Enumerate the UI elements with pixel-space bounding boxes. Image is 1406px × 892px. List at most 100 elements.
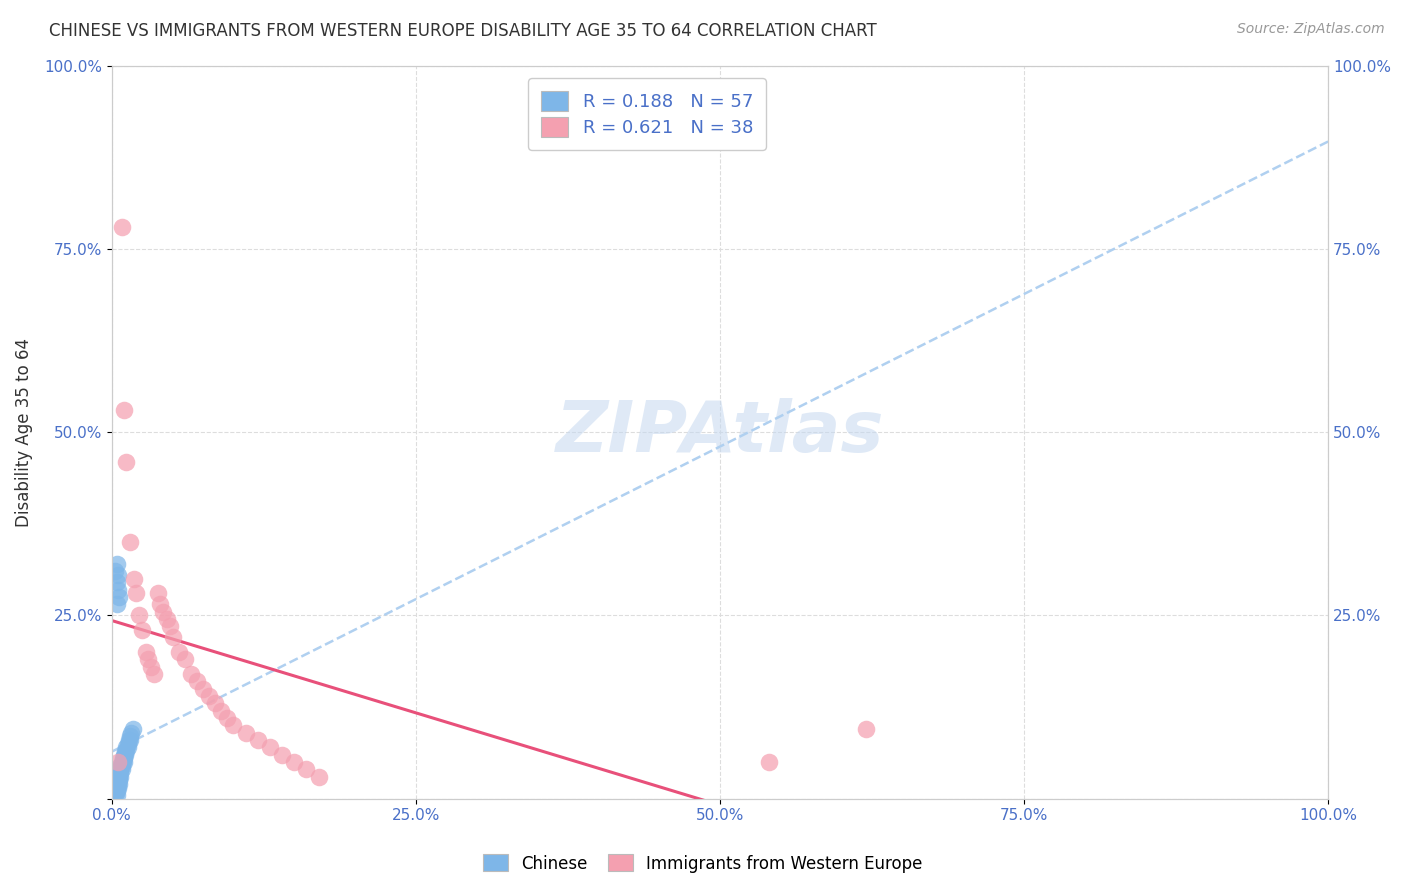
- Point: [103, 779, 125, 793]
- Point: [110, 755, 132, 769]
- Point: [108, 763, 131, 777]
- Point: [105, 780, 128, 795]
- Legend: Chinese, Immigrants from Western Europe: Chinese, Immigrants from Western Europe: [477, 847, 929, 880]
- Point: [105, 770, 128, 784]
- Point: [136, 652, 159, 666]
- Legend: R = 0.188   N = 57, R = 0.621   N = 38: R = 0.188 N = 57, R = 0.621 N = 38: [529, 78, 766, 150]
- Point: [135, 645, 157, 659]
- Point: [107, 766, 129, 780]
- Point: [125, 586, 148, 600]
- Point: [110, 770, 132, 784]
- Point: [107, 773, 129, 788]
- Point: [131, 623, 153, 637]
- Point: [104, 788, 127, 802]
- Point: [114, 747, 136, 762]
- Point: [112, 751, 135, 765]
- Point: [217, 711, 239, 725]
- Point: [115, 454, 138, 468]
- Point: [198, 689, 221, 703]
- Point: [107, 582, 129, 597]
- Point: [112, 755, 135, 769]
- Point: [173, 652, 195, 666]
- Point: [120, 733, 142, 747]
- Point: [209, 704, 232, 718]
- Point: [162, 631, 184, 645]
- Point: [108, 770, 131, 784]
- Point: [103, 786, 125, 800]
- Point: [222, 718, 245, 732]
- Point: [159, 619, 181, 633]
- Point: [105, 773, 128, 788]
- Point: [108, 773, 131, 788]
- Point: [271, 747, 294, 762]
- Point: [117, 740, 139, 755]
- Point: [191, 681, 214, 696]
- Point: [152, 605, 174, 619]
- Point: [101, 780, 124, 795]
- Point: [105, 575, 128, 590]
- Point: [139, 660, 162, 674]
- Point: [108, 590, 131, 604]
- Point: [117, 737, 139, 751]
- Point: [105, 784, 128, 798]
- Point: [104, 777, 127, 791]
- Point: [107, 780, 129, 795]
- Point: [112, 747, 135, 762]
- Point: [186, 674, 208, 689]
- Point: [122, 572, 145, 586]
- Point: [120, 725, 142, 739]
- Point: [204, 697, 226, 711]
- Point: [101, 777, 124, 791]
- Point: [104, 773, 127, 788]
- Point: [114, 744, 136, 758]
- Point: [149, 598, 172, 612]
- Point: [308, 770, 330, 784]
- Point: [118, 733, 141, 747]
- Point: [105, 788, 128, 802]
- Point: [104, 784, 127, 798]
- Y-axis label: Disability Age 35 to 64: Disability Age 35 to 64: [15, 338, 32, 526]
- Point: [143, 667, 166, 681]
- Point: [110, 766, 132, 780]
- Point: [128, 608, 150, 623]
- Point: [121, 722, 143, 736]
- Point: [107, 755, 129, 769]
- Point: [155, 612, 177, 626]
- Point: [180, 667, 202, 681]
- Point: [115, 744, 138, 758]
- Point: [120, 730, 142, 744]
- Point: [146, 586, 169, 600]
- Point: [108, 766, 131, 780]
- Point: [104, 780, 127, 795]
- Text: CHINESE VS IMMIGRANTS FROM WESTERN EUROPE DISABILITY AGE 35 TO 64 CORRELATION CH: CHINESE VS IMMIGRANTS FROM WESTERN EUROP…: [49, 22, 877, 40]
- Point: [107, 777, 129, 791]
- Point: [107, 568, 129, 582]
- Point: [111, 751, 134, 765]
- Point: [105, 777, 128, 791]
- Point: [104, 565, 127, 579]
- Point: [110, 219, 132, 234]
- Point: [120, 535, 142, 549]
- Point: [110, 758, 132, 772]
- Point: [235, 725, 257, 739]
- Point: [855, 722, 877, 736]
- Text: ZIPAtlas: ZIPAtlas: [555, 398, 884, 467]
- Point: [105, 557, 128, 571]
- Point: [283, 755, 305, 769]
- Point: [110, 763, 132, 777]
- Point: [112, 403, 135, 417]
- Text: Source: ZipAtlas.com: Source: ZipAtlas.com: [1237, 22, 1385, 37]
- Point: [110, 758, 132, 772]
- Point: [167, 645, 190, 659]
- Point: [110, 763, 132, 777]
- Point: [758, 755, 780, 769]
- Point: [105, 598, 128, 612]
- Point: [103, 783, 125, 797]
- Point: [103, 784, 125, 798]
- Point: [246, 733, 269, 747]
- Point: [259, 740, 281, 755]
- Point: [107, 770, 129, 784]
- Point: [108, 777, 131, 791]
- Point: [115, 740, 138, 755]
- Point: [111, 755, 134, 769]
